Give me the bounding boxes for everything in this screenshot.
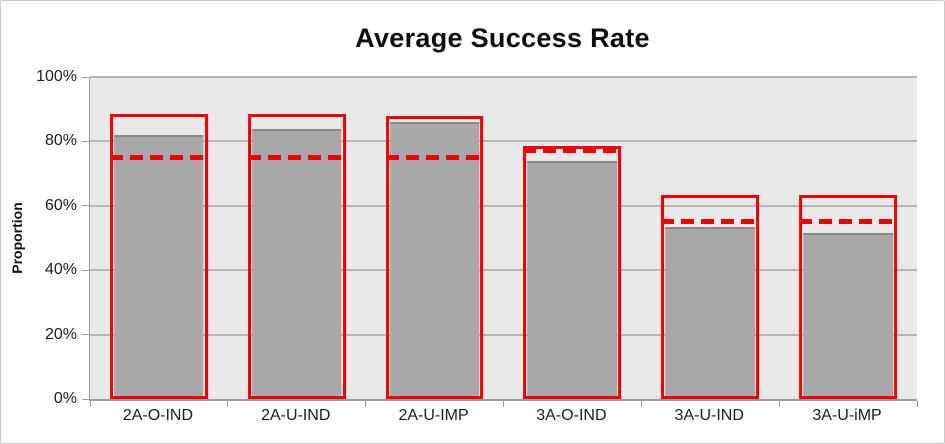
y-tick-label-0pct: 0%: [53, 390, 77, 407]
x-category-label-3A-U-IND: 3A-U-IND: [674, 407, 744, 424]
x-category-label-2A-U-IND: 2A-U-IND: [261, 407, 331, 424]
y-tick-mark-20pct: [82, 334, 90, 336]
x-tick-mark-2: [365, 401, 367, 407]
bar-slot-3A-O-IND: [504, 77, 642, 399]
gridline-80pct: [90, 140, 917, 143]
y-tick-mark-60pct: [82, 205, 90, 207]
y-tick-label-80pct: 80%: [44, 132, 77, 150]
chart-title: Average Success Rate: [355, 23, 650, 53]
y-tick-label-60pct: 60%: [44, 196, 77, 214]
y-tick-mark-40pct: [82, 269, 90, 271]
gridline-40pct: [90, 269, 917, 272]
x-tick-mark-0: [89, 401, 91, 407]
red-dashed-line-2A-U-IMP: [385, 154, 484, 160]
gray-bar-2A-O-IND: [114, 134, 204, 399]
red-outline-box-3A-U-IND: [661, 194, 760, 399]
bar-slot-2A-O-IND: [90, 77, 228, 399]
gray-bar-2A-U-IND: [251, 128, 342, 399]
red-outline-box-3A-U-iMP: [799, 194, 897, 399]
red-outline-box-2A-O-IND: [109, 114, 208, 399]
y-tick-mark-100pct: [82, 76, 90, 78]
gridline-100pct: [90, 76, 917, 78]
plot-area: [82, 76, 918, 407]
red-dashed-line-2A-U-IND: [247, 154, 346, 160]
bar-slot-3A-U-IND: [641, 77, 779, 399]
y-tick-label-40pct: 40%: [44, 261, 77, 279]
x-axis-category-labels: 2A-O-IND 2A-U-IND 2A-U-IMP 3A-O-IND 3A-U-IND…: [89, 407, 916, 425]
gray-bar-2A-U-IMP: [389, 122, 480, 399]
red-dashed-line-3A-U-iMP: [799, 218, 897, 224]
y-tick-mark-80pct: [82, 140, 90, 142]
bar-slot-2A-U-IMP: [366, 77, 504, 399]
x-tick-mark-3: [503, 401, 504, 407]
y-tick-mark-0pct: [82, 398, 90, 400]
bar-slot-2A-U-IND: [228, 77, 366, 399]
y-tick-label-100pct: 100%: [36, 68, 77, 85]
y-axis-tick-labels: 0% 20% 40% 60% 80% 100%: [1, 68, 81, 407]
gray-bar-3A-U-IND: [665, 226, 756, 399]
red-dashed-line-2A-O-IND: [109, 154, 208, 160]
x-category-label-2A-O-IND: 2A-O-IND: [122, 407, 194, 424]
gray-bar-3A-O-IND: [527, 160, 618, 399]
red-dashed-line-3A-O-IND: [523, 148, 622, 154]
gray-bar-3A-U-iMP: [803, 233, 893, 399]
red-dashed-line-3A-U-IND: [661, 218, 760, 224]
gridline-20pct: [90, 333, 917, 336]
x-tick-mark-6: [916, 401, 918, 407]
red-outline-box-2A-U-IMP: [385, 115, 484, 399]
bar-slot-3A-U-iMP: [779, 77, 917, 399]
x-tick-mark-4: [640, 401, 642, 407]
x-category-label-3A-O-IND: 3A-O-IND: [536, 407, 607, 424]
red-outline-box-2A-U-IND: [247, 114, 346, 399]
x-tick-mark-5: [778, 401, 780, 407]
x-tick-mark-1: [227, 401, 229, 407]
x-category-label-3A-U-iMP: 3A-U-iMP: [812, 407, 882, 424]
gridline-60pct: [90, 204, 917, 207]
red-outline-box-3A-O-IND: [523, 146, 622, 399]
y-tick-label-20pct: 20%: [44, 325, 77, 343]
x-category-label-2A-U-IMP: 2A-U-IMP: [398, 407, 469, 424]
